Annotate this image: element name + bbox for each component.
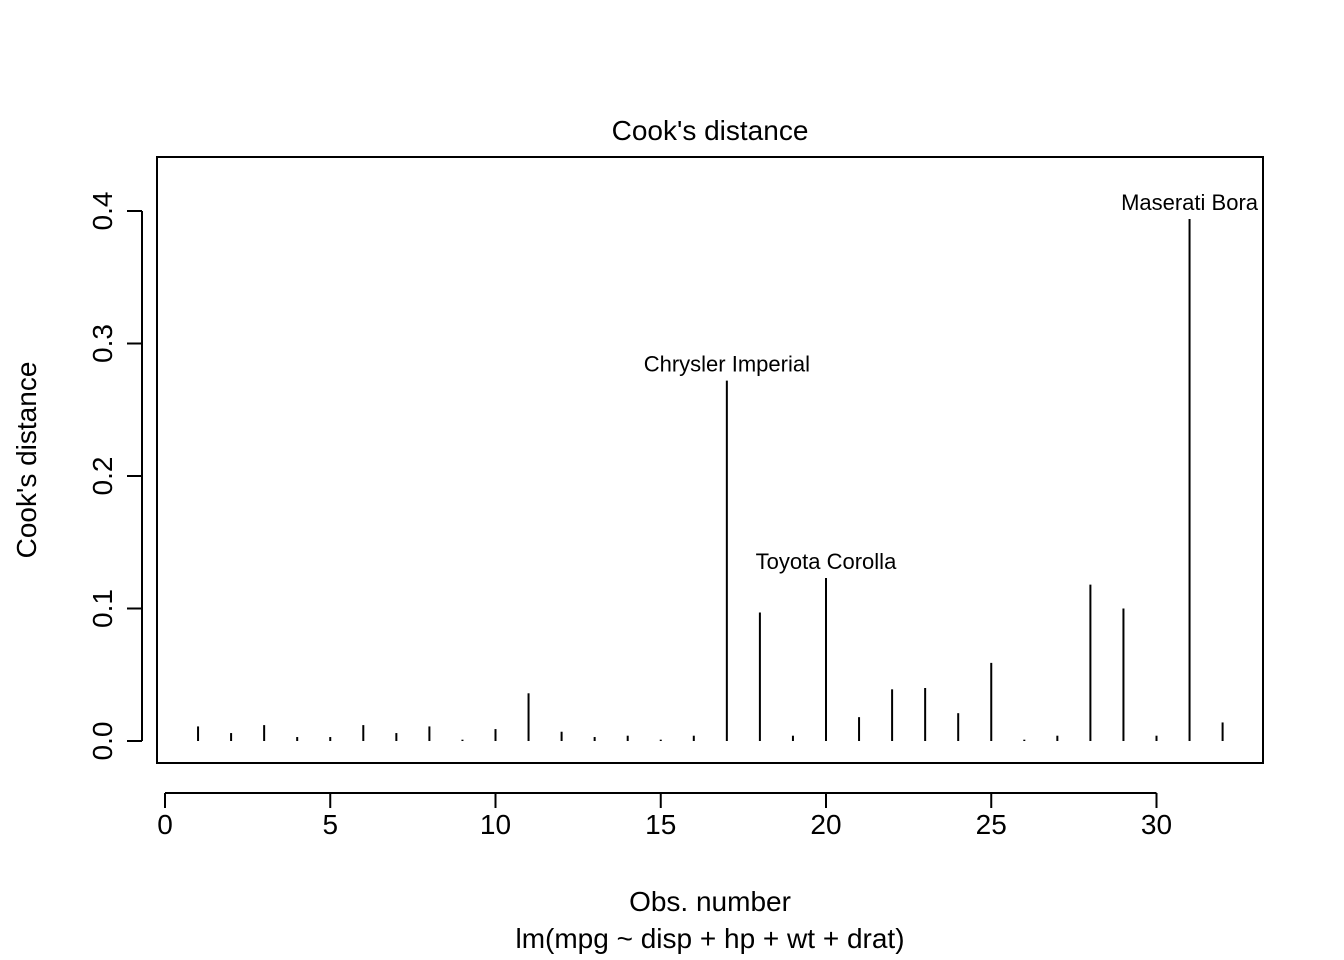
y-axis-label: Cook's distance	[11, 362, 42, 559]
x-tick-label: 30	[1141, 809, 1172, 840]
x-tick-label: 20	[810, 809, 841, 840]
x-tick-label: 15	[645, 809, 676, 840]
y-tick-label: 0.3	[87, 324, 118, 363]
x-tick-label: 25	[976, 809, 1007, 840]
x-axis-subtitle: lm(mpg ~ disp + hp + wt + drat)	[515, 923, 904, 954]
y-axis: 0.0 0.1 0.2 0.3 0.4	[87, 192, 143, 761]
y-tick-label: 0.0	[87, 722, 118, 761]
x-axis-label: Obs. number	[629, 886, 791, 917]
x-tick-label: 5	[322, 809, 338, 840]
point-annotations: Chrysler Imperial Toyota Corolla Maserati …	[644, 190, 1259, 574]
y-tick-label: 0.2	[87, 457, 118, 496]
x-tick-label: 10	[480, 809, 511, 840]
annotation-label: Maserati Bora	[1121, 190, 1259, 215]
chart-title: Cook's distance	[612, 115, 809, 146]
x-tick-label: 0	[157, 809, 173, 840]
y-tick-label: 0.4	[87, 192, 118, 231]
plot-frame	[156, 156, 1264, 764]
x-axis: 0 5 10 15 20 25 30	[157, 792, 1172, 840]
data-bars	[197, 218, 1224, 741]
y-tick-label: 0.1	[87, 589, 118, 628]
annotation-label: Chrysler Imperial	[644, 352, 810, 377]
annotation-label: Toyota Corolla	[756, 549, 897, 574]
